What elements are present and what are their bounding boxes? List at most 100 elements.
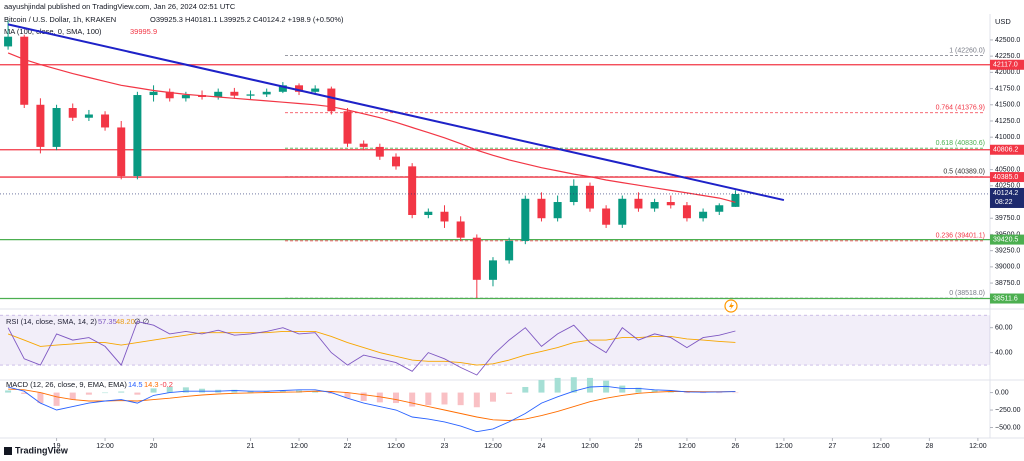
macd-histogram-bar	[716, 392, 723, 394]
x-tick-label: 12:00	[484, 443, 502, 450]
macd-histogram-bar	[69, 392, 76, 400]
candle-body	[521, 198, 530, 241]
candle-body	[488, 260, 497, 280]
macd-legend: MACD (12, 26, close, 9, EMA, EMA)	[6, 380, 127, 389]
macd-histogram-bar	[150, 388, 157, 393]
countdown: 08:22	[995, 199, 1013, 206]
y-tick-label: 41750.0	[995, 85, 1020, 92]
y-tick-label: 39000.0	[995, 264, 1020, 271]
ma-legend-value: 39995.9	[130, 27, 157, 36]
level-tag	[990, 59, 1024, 70]
macd-histogram-bar	[619, 385, 626, 393]
macd-histogram-bar	[263, 391, 270, 393]
y-tick-label: 38750.0	[995, 280, 1020, 287]
candle-body	[392, 156, 400, 167]
macd-histogram-bar	[586, 377, 593, 393]
candle-body	[278, 85, 287, 92]
symbol-title: Bitcoin / U.S. Dollar, 1h, KRAKEN	[4, 15, 116, 24]
currency: USD	[995, 17, 1011, 26]
candle-body	[634, 198, 643, 209]
macd-histogram-bar	[21, 392, 28, 394]
y-tick-label: 40500.0	[995, 166, 1020, 173]
candle-body	[650, 202, 659, 209]
candle-body	[343, 111, 352, 144]
candle-body	[375, 146, 384, 157]
candle-body	[618, 198, 627, 225]
macd-histogram-bar	[231, 389, 238, 393]
candle-body	[117, 127, 126, 177]
macd-histogram-bar	[344, 392, 351, 399]
macd-histogram-bar	[53, 392, 60, 406]
ohlc: O39925.3 H40181.1 L39925.2 C40124.2 +198…	[150, 15, 344, 24]
candle-body	[149, 91, 158, 96]
candle-body	[553, 202, 562, 219]
macd-histogram-bar	[489, 392, 496, 402]
level-label: 39420.5	[993, 236, 1018, 243]
macd-histogram-bar	[473, 392, 480, 408]
candle-body	[165, 91, 174, 99]
level-label: 38511.6	[993, 295, 1018, 302]
y-tick-label: 42500.0	[995, 37, 1020, 44]
candle-body	[68, 108, 77, 118]
fib-label: 0.764 (41376.9)	[936, 105, 985, 112]
macd-histogram-bar	[37, 392, 44, 404]
fib-label: 0.5 (40389.0)	[943, 169, 985, 176]
level-tag	[990, 172, 1024, 183]
y-tick-label: 42000.0	[995, 69, 1020, 76]
macd-legend-hist: -0.2	[160, 380, 173, 389]
macd-legend-value: 14.5	[128, 380, 143, 389]
candle-body	[359, 143, 368, 147]
macd-histogram-bar	[409, 392, 416, 407]
alert-icon[interactable]	[724, 299, 738, 313]
level-label: 40385.0	[993, 174, 1018, 181]
candle-body	[327, 88, 336, 112]
x-tick-label: 21	[247, 443, 255, 450]
candle-body	[36, 104, 45, 147]
level-label: 42117.0	[993, 62, 1018, 69]
macd-histogram-bar	[328, 392, 335, 394]
macd-histogram-bar	[457, 392, 464, 406]
y-tick-label: 41250.0	[995, 118, 1020, 125]
macd-histogram-bar	[279, 390, 286, 393]
macd-legend-signal: 14.3	[144, 380, 159, 389]
candle-body	[133, 95, 142, 177]
y-tick-label: 40250.0	[995, 183, 1020, 190]
macd-histogram-bar	[118, 391, 125, 393]
x-tick-label: 24	[538, 443, 546, 450]
candle-body	[424, 211, 433, 215]
macd-histogram-bar	[667, 391, 674, 393]
attribution: aayushjindal published on TradingView.co…	[4, 2, 236, 11]
macd-line	[7, 385, 736, 433]
macd-histogram-bar	[732, 392, 739, 394]
candle-body	[4, 36, 13, 47]
candle-body	[52, 108, 61, 147]
x-tick-label: 12:00	[969, 443, 987, 450]
x-tick-label: 12:00	[290, 443, 308, 450]
x-tick-label: 12:00	[387, 443, 405, 450]
level-tag	[990, 234, 1024, 245]
macd-histogram-bar	[199, 388, 206, 393]
y-tick-label: 41000.0	[995, 134, 1020, 141]
rsi-tick-label: 40.00	[995, 349, 1013, 356]
y-tick-label: 41500.0	[995, 102, 1020, 109]
candle-body	[230, 91, 239, 96]
candle-body	[699, 211, 708, 219]
macd-signal	[8, 388, 736, 421]
candle-body	[537, 198, 546, 219]
candle-body	[408, 166, 417, 215]
x-tick-label: 12:00	[872, 443, 890, 450]
x-tick-label: 12:00	[581, 443, 599, 450]
level-tag	[990, 293, 1024, 304]
candle-body	[262, 91, 271, 95]
x-tick-label: 20	[150, 443, 158, 450]
macd-histogram-bar	[247, 390, 254, 393]
candle-body	[666, 202, 675, 206]
fib-label: 1 (42260.0)	[949, 47, 985, 54]
macd-histogram-bar	[312, 391, 319, 393]
macd-histogram-bar	[554, 377, 561, 393]
x-tick-label: 12:00	[96, 443, 114, 450]
y-tick-label: 42250.0	[995, 53, 1020, 60]
macd-histogram-bar	[393, 392, 399, 404]
candle-body	[602, 208, 611, 225]
